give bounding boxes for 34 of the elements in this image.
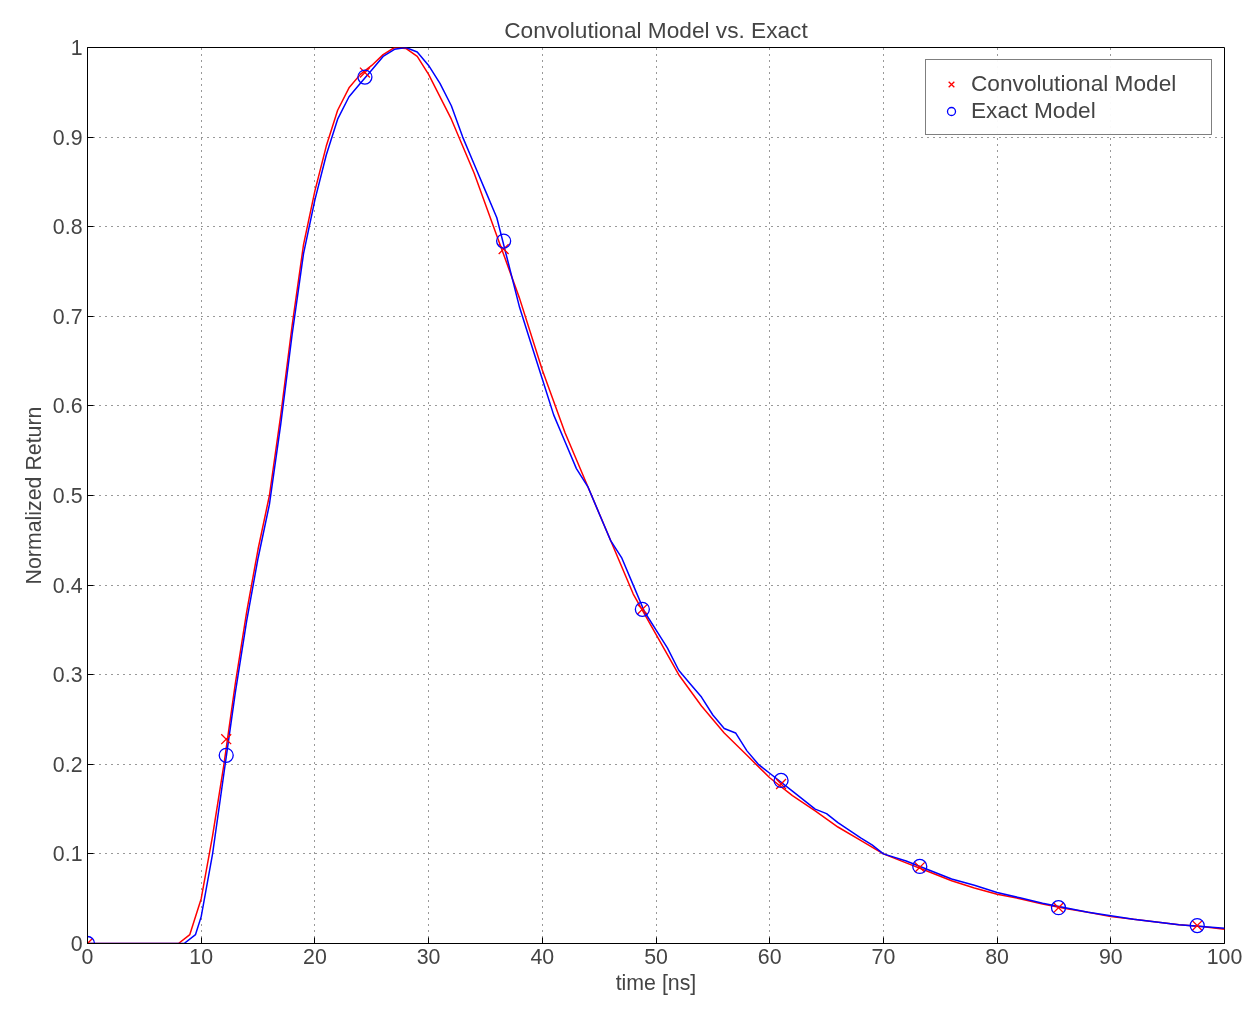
x-tick-label: 100 <box>1206 944 1243 969</box>
y-tick-label: 0.4 <box>52 573 83 598</box>
point <box>498 243 510 255</box>
y-tick-label: 1 <box>70 36 83 60</box>
y-tick-label: 0.5 <box>52 484 83 508</box>
x-tick-label: 60 <box>757 944 782 969</box>
x-axis-title: time [ns] <box>615 970 697 995</box>
line-series <box>87 47 1225 944</box>
legend-label: Convolutional Model <box>971 70 1178 97</box>
point <box>773 772 789 789</box>
x-tick-label: 80 <box>985 944 1010 969</box>
point <box>495 233 512 249</box>
point <box>359 66 371 79</box>
x-tick-label: 50 <box>644 944 668 969</box>
point <box>775 778 787 790</box>
x-tick-label: 90 <box>1098 944 1123 969</box>
y-tick-label: 0.7 <box>52 304 83 329</box>
point <box>357 69 373 85</box>
y-tick-label: 0.8 <box>52 215 83 240</box>
x-tick-label: 70 <box>871 944 896 969</box>
y-tick-label: 0.9 <box>52 125 83 150</box>
chart-title: Convolutional Model vs. Exact <box>504 16 809 43</box>
x-tick-label: 10 <box>189 944 214 969</box>
x-tick-label: 20 <box>303 944 327 969</box>
legend-label: Exact Model <box>971 97 1097 124</box>
y-axis-title: Normalized Return <box>21 406 46 585</box>
y-tick-label: 0.1 <box>52 842 83 867</box>
y-tick-label: 0.3 <box>52 663 83 688</box>
y-tick-label: 0.2 <box>52 752 83 777</box>
x-tick-label: 30 <box>416 944 441 969</box>
y-tick-label: 0.6 <box>52 394 83 419</box>
point <box>220 733 232 745</box>
x-tick-label: 40 <box>530 944 555 969</box>
point <box>218 747 234 763</box>
